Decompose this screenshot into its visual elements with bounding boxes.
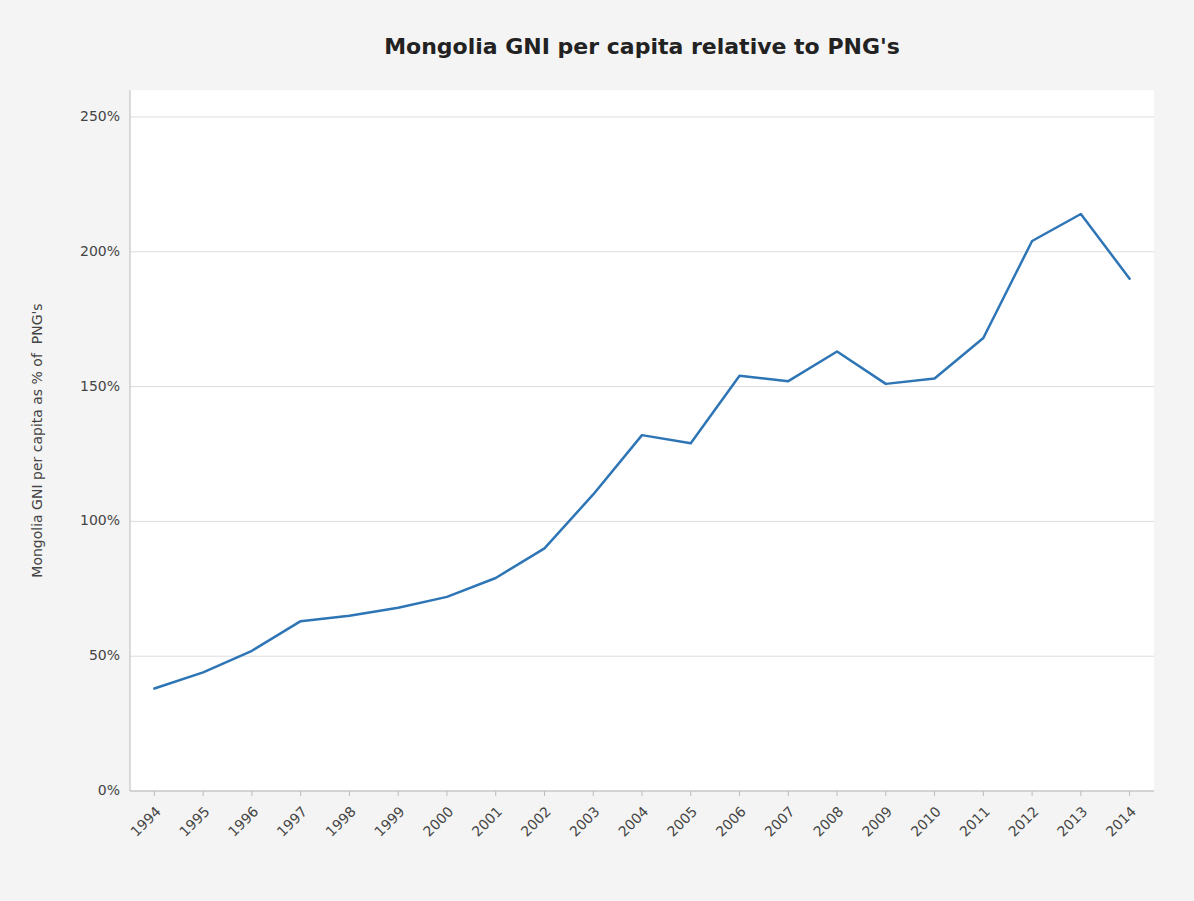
x-tick-label: 2014 (1103, 803, 1140, 840)
grid-line (130, 521, 1154, 522)
x-tick (837, 791, 838, 796)
x-tick (690, 791, 691, 796)
title: Mongolia GNI per capita relative to PNG'… (384, 34, 900, 59)
x-tick-label: 2007 (761, 803, 798, 840)
y-tick-label: 0% (98, 782, 120, 798)
grid-line (130, 251, 1154, 252)
x-tick (1080, 791, 1081, 796)
x-tick-label: 2005 (664, 803, 701, 840)
chart: 0% 50% 100% 150% 200% 250% 1994 1995 1996 1997 199… (0, 0, 1194, 901)
x-tick-label: 1998 (322, 803, 359, 840)
x-tick (544, 791, 545, 796)
x-tick-label: 1997 (274, 803, 311, 840)
y-tick-label: 200% (80, 243, 120, 259)
x-tick-label: 1999 (371, 803, 408, 840)
x-tick (1032, 791, 1033, 796)
x-tick-label: 2006 (712, 803, 749, 840)
y-tick-label: 150% (80, 378, 120, 394)
x-tick-label: 1995 (176, 803, 213, 840)
grid-line (130, 791, 1154, 792)
y-tick-label: 250% (80, 108, 120, 124)
x-tick (934, 791, 935, 796)
grid-line (130, 656, 1154, 657)
x-tick (983, 791, 984, 796)
x-tick (398, 791, 399, 796)
plot-area (130, 90, 1154, 791)
x-tick (300, 791, 301, 796)
x-tick (642, 791, 643, 796)
x-tick-label: 2004 (615, 803, 652, 840)
x-tick-label: 2001 (469, 803, 506, 840)
x-tick (349, 791, 350, 796)
x-tick-label: 2000 (420, 803, 457, 840)
x-tick (446, 791, 447, 796)
line (154, 214, 1129, 689)
x-tick-label: 2003 (566, 803, 603, 840)
y-tick-label: 50% (89, 647, 120, 663)
y-tick-label: 100% (80, 512, 120, 528)
x-tick (1129, 791, 1130, 796)
x-tick (154, 791, 155, 796)
grid-line (130, 386, 1154, 387)
x-tick (885, 791, 886, 796)
x-tick (593, 791, 594, 796)
chart-container: 0% 50% 100% 150% 200% 250% 1994 1995 1996 1997 199… (0, 0, 1194, 901)
x-tick (739, 791, 740, 796)
x-tick (251, 791, 252, 796)
x-tick (495, 791, 496, 796)
x-tick-label: 1994 (127, 803, 164, 840)
y-axis-label: Mongolia GNI per capita as % of PNG's (29, 303, 45, 577)
grid-line (130, 116, 1154, 117)
x-tick-label: 2009 (859, 803, 896, 840)
x-tick-label: 2012 (1005, 803, 1042, 840)
x-tick (788, 791, 789, 796)
y-axis-line (130, 90, 131, 791)
x-tick-label: 2010 (908, 803, 945, 840)
x-tick (203, 791, 204, 796)
x-axis-line (130, 791, 1154, 792)
background (0, 0, 1194, 901)
x-tick-label: 2011 (956, 803, 993, 840)
x-tick-label: 1996 (225, 803, 262, 840)
x-tick-label: 2013 (1054, 803, 1091, 840)
x-tick-label: 2008 (810, 803, 847, 840)
series-group (154, 214, 1129, 689)
x-tick-label: 2002 (517, 803, 554, 840)
